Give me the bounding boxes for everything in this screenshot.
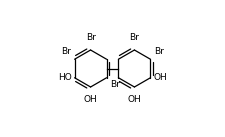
Text: HO: HO — [58, 73, 72, 82]
Text: Br: Br — [61, 47, 71, 56]
Text: OH: OH — [84, 95, 97, 104]
Text: OH: OH — [153, 73, 167, 82]
Text: Br: Br — [110, 80, 120, 89]
Text: Br: Br — [86, 33, 96, 42]
Text: OH: OH — [128, 95, 141, 104]
Text: Br: Br — [129, 33, 139, 42]
Text: Br: Br — [154, 47, 164, 56]
